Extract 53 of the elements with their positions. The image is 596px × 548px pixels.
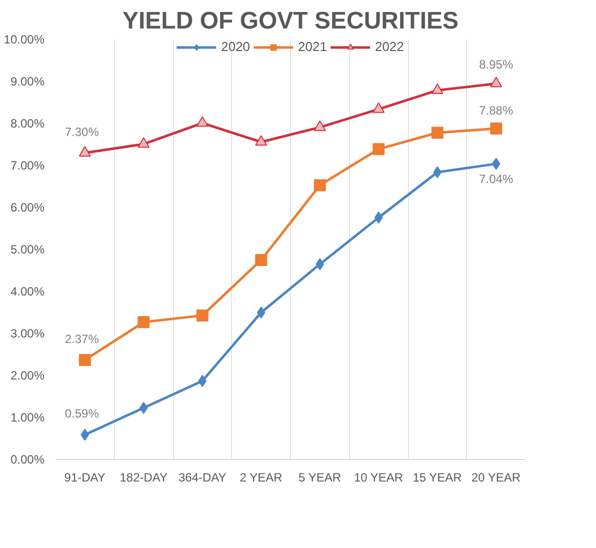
y-tick-label: 2.00% bbox=[10, 368, 45, 382]
point bbox=[196, 309, 208, 322]
x-tick-label: 91-DAY bbox=[64, 470, 106, 484]
data-label: 8.95% bbox=[479, 58, 514, 72]
x-tick-label: 5 YEAR bbox=[298, 470, 342, 484]
legend-label: 2022 bbox=[374, 39, 404, 54]
point bbox=[316, 258, 324, 270]
point bbox=[256, 306, 266, 318]
x-tick-label: 2 YEAR bbox=[240, 470, 283, 484]
y-tick-label: 9.00% bbox=[10, 74, 45, 88]
point bbox=[198, 374, 207, 387]
x-tick-label: 10 YEAR bbox=[354, 470, 404, 484]
legend-label: 2021 bbox=[298, 39, 327, 54]
data-label: 7.30% bbox=[64, 124, 100, 139]
point bbox=[431, 83, 444, 94]
point bbox=[78, 146, 91, 157]
point bbox=[374, 212, 383, 224]
point bbox=[138, 316, 150, 328]
y-tick-label: 7.00% bbox=[10, 158, 45, 172]
data-label: 2.37% bbox=[64, 332, 100, 346]
point bbox=[78, 354, 91, 366]
point bbox=[490, 122, 502, 135]
x-tick-label: 15 YEAR bbox=[412, 470, 462, 484]
point bbox=[372, 143, 385, 156]
point bbox=[492, 158, 500, 170]
chart-title: YIELD OF GOVT SECURITIES bbox=[122, 8, 459, 34]
x-tick-label: 182-DAY bbox=[120, 470, 168, 484]
y-tick-label: 4.00% bbox=[10, 284, 45, 298]
point bbox=[80, 428, 90, 441]
x-tick-label: 364-DAY bbox=[178, 470, 226, 484]
point bbox=[433, 166, 442, 178]
point bbox=[372, 102, 385, 113]
point bbox=[314, 120, 326, 131]
data-label: 7.04% bbox=[479, 172, 514, 186]
legend-label: 2020 bbox=[221, 39, 250, 54]
data-label: 0.59% bbox=[64, 406, 100, 421]
data-label: 7.88% bbox=[479, 104, 514, 118]
point bbox=[196, 116, 208, 127]
y-tick-label: 1.00% bbox=[10, 410, 45, 424]
y-tick-label: 10.00% bbox=[4, 32, 45, 46]
y-tick-label: 6.00% bbox=[10, 200, 45, 214]
point bbox=[314, 179, 326, 192]
y-tick-label: 5.00% bbox=[10, 242, 45, 256]
point bbox=[255, 135, 268, 146]
point bbox=[139, 402, 148, 414]
point bbox=[138, 137, 150, 148]
y-tick-label: 8.00% bbox=[10, 116, 45, 130]
point bbox=[255, 254, 268, 266]
point bbox=[431, 126, 444, 139]
x-tick-label: 20 YEAR bbox=[471, 470, 521, 484]
y-tick-label: 0.00% bbox=[10, 452, 45, 466]
point bbox=[490, 76, 502, 88]
y-tick-label: 3.00% bbox=[10, 326, 45, 340]
